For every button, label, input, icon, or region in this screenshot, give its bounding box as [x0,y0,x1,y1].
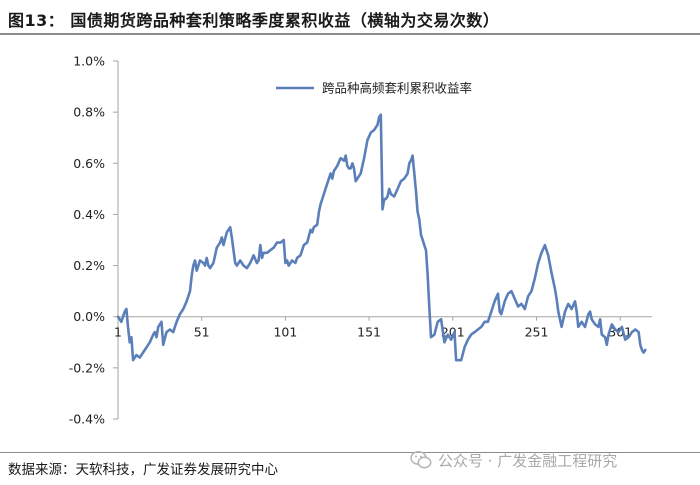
title-rule [0,33,700,35]
watermark-text: 公众号 · 广发金融工程研究 [438,452,618,470]
x-tick-label: 251 [525,325,549,340]
series-group [116,113,647,362]
y-tick-label: 0.2% [73,258,105,273]
y-axis: 1.0% 0.8% 0.6% 0.4% 0.2% 0.0% -0.2% -0.4% [69,54,119,427]
footer-rule [0,452,700,453]
y-tick-label: -0.4% [69,412,105,427]
x-tick-label: 1 [114,325,122,340]
data-source-note: 数据来源：天软科技，广发证券发展研究中心 [8,462,278,478]
figure-header: 图13： 国债期货跨品种套利策略季度累积收益（横轴为交易次数） [0,0,700,36]
legend-label: 跨品种高频套利累积收益率 [322,81,472,96]
x-tick-label: 151 [357,325,381,340]
legend: 跨品种高频套利累积收益率 [276,81,472,96]
figure-title: 图13： 国债期货跨品种套利策略季度累积收益（横轴为交易次数） [8,11,500,30]
y-tick-label: 0.4% [73,207,105,222]
y-tick-label: 1.0% [73,54,105,69]
x-tick-label: 101 [273,325,297,340]
y-tick-label: 0.0% [73,309,105,324]
y-tick-label: 0.6% [73,156,105,171]
y-tick-label: 0.8% [73,105,105,120]
x-tick-label: 51 [194,325,210,340]
y-tick-label: -0.2% [69,360,105,375]
watermark: 公众号 · 广发金融工程研究 [410,448,700,474]
x-axis: 1 51 101 151 201 251 301 [114,316,652,340]
wechat-icon [410,451,432,469]
cumulative-return-chart: 1.0%0.8%0.6%0.4%0.2%0.0%-0.2%-0.4% 1 51 10… [69,54,652,427]
series-line [116,113,647,362]
